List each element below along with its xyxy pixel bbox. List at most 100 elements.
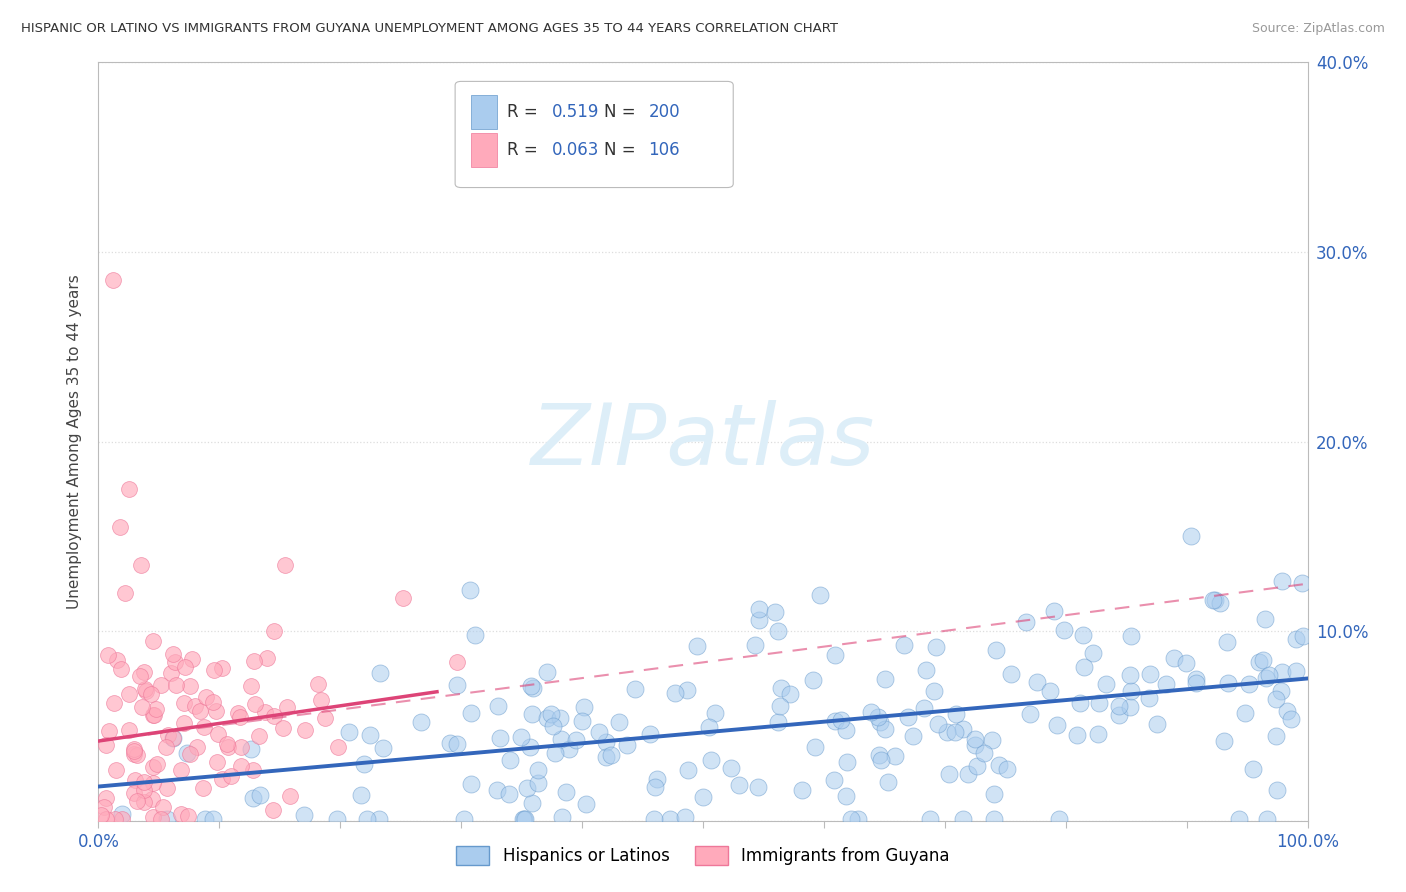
Point: [1291, 576, 1313, 591]
Point: [207, 727, 229, 741]
Point: [240, 742, 263, 756]
Point: [995, 763, 1018, 777]
Point: [103, 696, 125, 710]
Point: [1043, 604, 1066, 618]
FancyBboxPatch shape: [471, 95, 498, 128]
Point: [692, 790, 714, 805]
Point: [830, 713, 852, 727]
Point: [111, 812, 134, 826]
Point: [202, 812, 225, 826]
Point: [249, 788, 271, 802]
Point: [105, 652, 128, 666]
Point: [205, 704, 228, 718]
Point: [135, 684, 157, 698]
Point: [105, 763, 128, 777]
Point: [488, 731, 510, 746]
Point: [125, 748, 148, 763]
Point: [118, 723, 141, 737]
Point: [460, 583, 482, 598]
Point: [274, 558, 297, 573]
Point: [748, 601, 770, 615]
Point: [162, 731, 184, 746]
Point: [211, 661, 233, 675]
Point: [256, 650, 278, 665]
Point: [124, 741, 146, 756]
Point: [142, 810, 165, 824]
Point: [439, 736, 461, 750]
Point: [792, 783, 814, 797]
Point: [1270, 684, 1292, 698]
Text: 106: 106: [648, 141, 681, 159]
Point: [1227, 812, 1250, 826]
Point: [156, 812, 179, 826]
Point: [860, 705, 883, 719]
Point: [1039, 683, 1062, 698]
Point: [229, 739, 252, 754]
Point: [97, 648, 120, 662]
Point: [173, 696, 195, 710]
Point: [565, 733, 588, 747]
Point: [149, 678, 172, 692]
Text: N =: N =: [603, 103, 641, 120]
Point: [125, 794, 148, 808]
Point: [373, 740, 395, 755]
Point: [152, 800, 174, 814]
Point: [1118, 700, 1140, 714]
Point: [983, 812, 1005, 826]
Point: [527, 776, 550, 790]
Point: [464, 628, 486, 642]
Point: [1000, 667, 1022, 681]
Point: [700, 753, 723, 767]
Point: [643, 812, 665, 826]
Point: [728, 778, 751, 792]
Point: [963, 738, 986, 752]
Point: [1121, 684, 1143, 698]
Point: [339, 724, 361, 739]
Point: [142, 707, 165, 722]
Point: [162, 648, 184, 662]
Point: [114, 586, 136, 600]
Point: [243, 654, 266, 668]
Point: [1185, 676, 1208, 690]
Point: [211, 772, 233, 786]
Point: [170, 763, 193, 777]
Point: [516, 780, 538, 795]
Point: [1251, 653, 1274, 667]
Point: [1208, 596, 1230, 610]
Point: [183, 698, 205, 713]
Point: [160, 665, 183, 680]
Point: [1154, 677, 1177, 691]
Point: [326, 739, 349, 754]
Point: [124, 773, 146, 788]
Point: [132, 782, 155, 797]
Point: [1019, 707, 1042, 722]
Point: [353, 757, 375, 772]
Point: [1254, 612, 1277, 626]
Point: [142, 707, 165, 722]
Point: [512, 812, 534, 826]
Point: [90, 808, 112, 822]
Point: [527, 763, 550, 777]
Point: [1180, 529, 1202, 543]
Point: [835, 789, 858, 803]
Point: [177, 809, 200, 823]
Point: [571, 714, 593, 728]
Point: [1087, 727, 1109, 741]
Point: [1015, 615, 1038, 629]
Point: [1053, 624, 1076, 638]
Point: [129, 558, 152, 572]
Point: [513, 812, 536, 826]
Point: [924, 640, 946, 654]
Point: [239, 679, 262, 693]
Point: [217, 737, 239, 751]
Point: [1026, 674, 1049, 689]
Point: [897, 709, 920, 723]
Point: [747, 780, 769, 794]
Point: [142, 776, 165, 790]
Point: [1218, 676, 1240, 690]
Point: [873, 722, 896, 736]
Legend: Hispanics or Latinos, Immigrants from Guyana: Hispanics or Latinos, Immigrants from Gu…: [456, 847, 950, 865]
Point: [245, 698, 267, 712]
Point: [927, 716, 949, 731]
Point: [165, 678, 187, 692]
